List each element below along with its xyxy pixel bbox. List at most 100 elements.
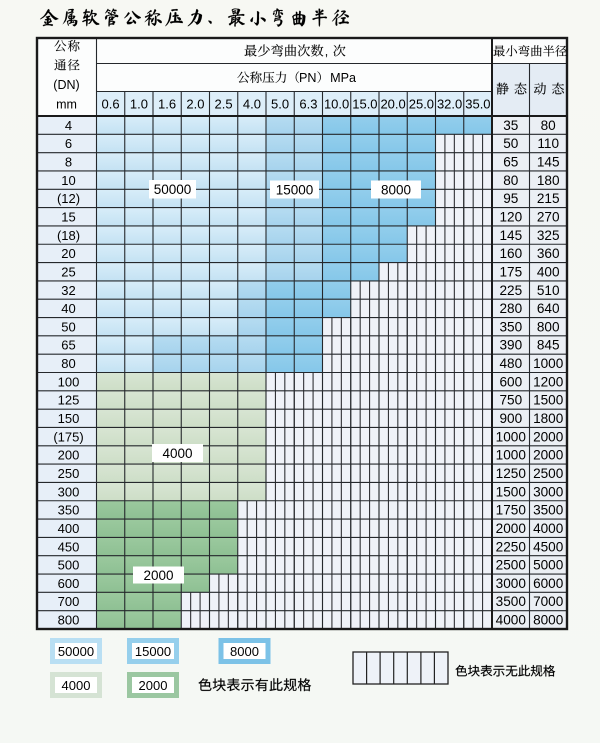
svg-text:700: 700 bbox=[58, 594, 80, 609]
svg-text:225: 225 bbox=[499, 283, 522, 298]
svg-text:mm: mm bbox=[56, 98, 77, 112]
svg-text:3500: 3500 bbox=[496, 594, 527, 609]
svg-text:,: , bbox=[325, 45, 328, 59]
svg-text:15000: 15000 bbox=[135, 644, 171, 659]
svg-text:325: 325 bbox=[537, 228, 560, 243]
svg-text:3000: 3000 bbox=[533, 484, 564, 499]
svg-text:20: 20 bbox=[61, 246, 75, 261]
svg-text:4.0: 4.0 bbox=[243, 96, 261, 111]
svg-text:(18): (18) bbox=[57, 228, 80, 243]
svg-text:280: 280 bbox=[499, 301, 522, 316]
svg-text:500: 500 bbox=[58, 558, 80, 573]
svg-text:6.3: 6.3 bbox=[299, 96, 317, 111]
svg-text:15: 15 bbox=[61, 210, 75, 225]
svg-text:32: 32 bbox=[61, 283, 75, 298]
svg-text:1000: 1000 bbox=[496, 429, 527, 444]
svg-text:1000: 1000 bbox=[496, 448, 527, 463]
svg-text:1500: 1500 bbox=[533, 393, 564, 408]
svg-text:10.0: 10.0 bbox=[324, 96, 349, 111]
svg-text:1000: 1000 bbox=[533, 356, 564, 371]
svg-text:180: 180 bbox=[537, 173, 560, 188]
svg-text:5000: 5000 bbox=[533, 558, 564, 573]
svg-text:1.0: 1.0 bbox=[130, 96, 148, 111]
svg-text:1250: 1250 bbox=[496, 466, 527, 481]
svg-text:120: 120 bbox=[499, 210, 522, 225]
svg-text:35: 35 bbox=[503, 118, 518, 133]
svg-text:50000: 50000 bbox=[154, 182, 192, 197]
svg-text:350: 350 bbox=[58, 503, 80, 518]
svg-text:4: 4 bbox=[65, 118, 72, 133]
svg-text:25.0: 25.0 bbox=[409, 96, 434, 111]
svg-text:2000: 2000 bbox=[533, 448, 564, 463]
svg-text:750: 750 bbox=[499, 393, 522, 408]
svg-text:35.0: 35.0 bbox=[465, 96, 490, 111]
svg-text:640: 640 bbox=[537, 301, 560, 316]
svg-text:4000: 4000 bbox=[62, 678, 91, 693]
svg-text:600: 600 bbox=[58, 576, 80, 591]
svg-text:5.0: 5.0 bbox=[271, 96, 289, 111]
svg-text:150: 150 bbox=[58, 411, 80, 426]
svg-text:40: 40 bbox=[61, 301, 75, 316]
svg-text:50: 50 bbox=[61, 319, 75, 334]
svg-text:65: 65 bbox=[503, 155, 518, 170]
svg-text:1750: 1750 bbox=[496, 503, 527, 518]
svg-text:8: 8 bbox=[65, 155, 72, 170]
svg-text:900: 900 bbox=[499, 411, 522, 426]
svg-text:(DN): (DN) bbox=[53, 78, 79, 92]
svg-text:4000: 4000 bbox=[496, 613, 527, 628]
svg-text:845: 845 bbox=[537, 338, 560, 353]
svg-text:2000: 2000 bbox=[533, 429, 564, 444]
svg-text:15.0: 15.0 bbox=[352, 96, 377, 111]
svg-text:300: 300 bbox=[58, 484, 80, 499]
svg-text:1500: 1500 bbox=[496, 484, 527, 499]
svg-text:2500: 2500 bbox=[496, 558, 527, 573]
svg-text:125: 125 bbox=[58, 393, 80, 408]
svg-text:MPa: MPa bbox=[330, 71, 356, 85]
svg-text:80: 80 bbox=[503, 173, 519, 188]
svg-text:600: 600 bbox=[499, 374, 522, 389]
svg-text:360: 360 bbox=[537, 246, 560, 261]
svg-text:80: 80 bbox=[541, 118, 557, 133]
svg-text:95: 95 bbox=[503, 191, 518, 206]
svg-text:2.5: 2.5 bbox=[215, 96, 233, 111]
svg-text:800: 800 bbox=[58, 613, 80, 628]
svg-text:145: 145 bbox=[499, 228, 522, 243]
svg-text:1800: 1800 bbox=[533, 411, 564, 426]
svg-text:2000: 2000 bbox=[496, 521, 527, 536]
svg-text:6: 6 bbox=[65, 136, 72, 151]
svg-text:80: 80 bbox=[61, 356, 75, 371]
svg-text:8000: 8000 bbox=[381, 182, 411, 197]
svg-text:7000: 7000 bbox=[533, 594, 564, 609]
svg-text:10: 10 bbox=[61, 173, 75, 188]
svg-text:450: 450 bbox=[58, 539, 80, 554]
svg-text:250: 250 bbox=[58, 466, 80, 481]
svg-text:390: 390 bbox=[499, 338, 522, 353]
svg-text:2250: 2250 bbox=[496, 539, 527, 554]
svg-text:3000: 3000 bbox=[496, 576, 527, 591]
svg-text:200: 200 bbox=[58, 448, 80, 463]
svg-text:0.6: 0.6 bbox=[102, 96, 120, 111]
svg-text:480: 480 bbox=[499, 356, 522, 371]
svg-text:6000: 6000 bbox=[533, 576, 564, 591]
svg-text:2000: 2000 bbox=[143, 568, 173, 583]
svg-text:(12): (12) bbox=[57, 191, 80, 206]
svg-text:160: 160 bbox=[499, 246, 522, 261]
svg-text:215: 215 bbox=[537, 191, 560, 206]
svg-text:510: 510 bbox=[537, 283, 560, 298]
svg-text:400: 400 bbox=[58, 521, 80, 536]
svg-text:25: 25 bbox=[61, 264, 75, 279]
svg-text:(175): (175) bbox=[53, 429, 83, 444]
svg-text:15000: 15000 bbox=[276, 182, 314, 197]
svg-text:145: 145 bbox=[537, 155, 560, 170]
svg-text:32.0: 32.0 bbox=[437, 96, 462, 111]
svg-text:8000: 8000 bbox=[230, 644, 259, 659]
svg-text:4000: 4000 bbox=[533, 521, 564, 536]
svg-text:100: 100 bbox=[58, 374, 80, 389]
svg-text:2000: 2000 bbox=[139, 678, 168, 693]
svg-text:50000: 50000 bbox=[58, 644, 94, 659]
svg-text:4500: 4500 bbox=[533, 539, 564, 554]
svg-text:110: 110 bbox=[537, 136, 559, 151]
svg-text:350: 350 bbox=[499, 319, 522, 334]
svg-text:270: 270 bbox=[537, 210, 560, 225]
svg-text:800: 800 bbox=[537, 319, 560, 334]
